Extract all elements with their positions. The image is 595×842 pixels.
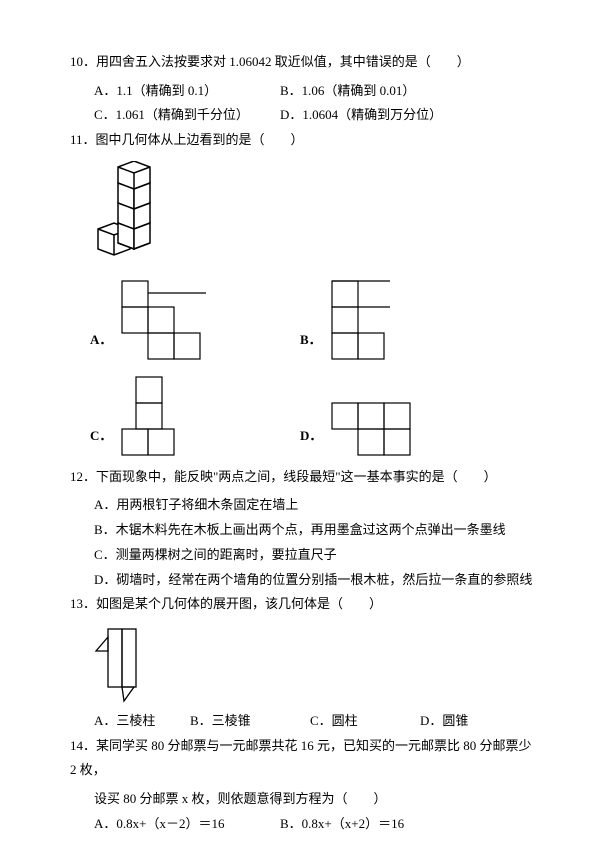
q10-opt-b: B．1.06（精确到 0.01） — [280, 79, 415, 104]
q13-opt-b: B．三棱锥 — [190, 709, 310, 734]
net-prism-icon — [90, 623, 170, 703]
q14-stem2: 设买 80 分邮票 x 枚，则依题意得到方程为（ ） — [70, 787, 540, 812]
cube-stack-icon — [90, 161, 190, 271]
q13-opt-a: A．三棱柱 — [70, 709, 190, 734]
q14-stem: 14．某同学买 80 分邮票与一元邮票共花 16 元，已知买的一元邮票比 80 … — [70, 734, 540, 783]
q10-row1: A．1.1（精确到 0.1） B．1.06（精确到 0.01） — [70, 79, 540, 104]
q14-opt-a: A．0.8x+（x－2）＝16 — [70, 812, 280, 837]
q10-stem: 10．用四舍五入法按要求对 1.06042 取近似值，其中错误的是（ ） — [70, 50, 540, 75]
q10-opt-d: D．1.0604（精确到万分位） — [280, 103, 442, 128]
q13-opts: A．三棱柱 B．三棱锥 C．圆柱 D．圆锥 — [70, 709, 540, 734]
q11-main-figure — [90, 161, 540, 271]
q11-fig-c — [120, 375, 190, 457]
q12-opt-b: B．木锯木料先在木板上画出两个点，再用墨盒过这两个点弹出一条墨线 — [70, 518, 540, 543]
q11-label-a: A． — [90, 328, 112, 361]
q10-opt-c: C．1.061（精确到千分位） — [70, 103, 280, 128]
q11-options: A． B． — [90, 279, 540, 457]
q12-stem: 12．下面现象中，能反映"两点之间，线段最短"这一基本事实的是（ ） — [70, 465, 540, 490]
q11-fig-a — [120, 279, 210, 361]
q10-row2: C．1.061（精确到千分位） D．1.0604（精确到万分位） — [70, 103, 540, 128]
q10-opt-a: A．1.1（精确到 0.1） — [70, 79, 280, 104]
q11-fig-b — [330, 279, 400, 361]
q13-opt-c: C．圆柱 — [310, 709, 420, 734]
q11-label-d: D． — [300, 424, 322, 457]
q12-opt-c: C．测量两棵树之间的距离时，要拉直尺子 — [70, 543, 540, 568]
q13-figure — [90, 623, 540, 703]
q11-label-c: C． — [90, 424, 112, 457]
q11-label-b: B． — [300, 328, 322, 361]
q13-opt-d: D．圆锥 — [420, 709, 468, 734]
q14-row1: A．0.8x+（x－2）＝16 B．0.8x+（x+2）＝16 — [70, 812, 540, 837]
q12-opt-d: D．砌墙时，经常在两个墙角的位置分别插一根木桩，然后拉一条直的参照线 — [70, 568, 540, 593]
q12-opt-a: A．用两根钉子将细木条固定在墙上 — [70, 493, 540, 518]
q11-stem: 11．图中几何体从上边看到的是（ ） — [70, 128, 540, 153]
q14-opt-b: B．0.8x+（x+2）＝16 — [280, 812, 404, 837]
q13-stem: 13．如图是某个几何体的展开图，该几何体是（ ） — [70, 592, 540, 617]
q11-fig-d — [330, 401, 420, 457]
